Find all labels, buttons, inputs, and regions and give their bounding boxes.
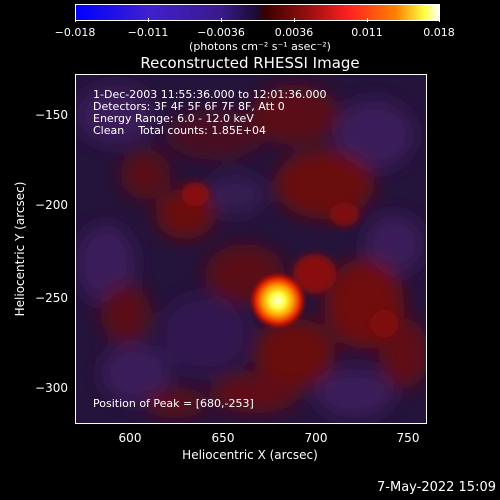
image-title: Reconstructed RHESSI Image (140, 54, 360, 72)
colorbar-tick-mark (75, 18, 76, 22)
info-detectors: Detectors: 3F 4F 5F 6F 7F 8F, Att 0 (93, 100, 285, 113)
colorbar-tick-mark (148, 18, 149, 22)
colorbar-tick-label: 0.018 (423, 26, 455, 39)
colorbar-tick-label: −0.018 (54, 26, 96, 39)
colorbar-tick-mark (221, 18, 222, 22)
info-peak-position: Position of Peak = [680,-253] (93, 397, 254, 410)
x-tick-label: 650 (211, 431, 235, 445)
y-tick-label: −200 (35, 198, 68, 212)
colorbar-tick-mark (439, 18, 440, 22)
colorbar-units: (photons cm⁻² s⁻¹ asec⁻²) (189, 40, 331, 53)
colorbar-tick-label: −0.011 (127, 26, 169, 39)
y-tick-label: −150 (35, 108, 68, 122)
info-clean-counts: Clean Total counts: 1.85E+04 (93, 124, 267, 137)
colorbar-tick-label: 0.0036 (274, 26, 314, 39)
rhessi-image (76, 75, 426, 423)
x-axis-label: Heliocentric X (arcsec) (182, 448, 318, 462)
colorbar-tick-label: −0.0036 (197, 26, 245, 39)
info-time-range: 1-Dec-2003 11:55:36.000 to 12:01:36.000 (93, 88, 327, 101)
y-tick-label: −300 (35, 381, 68, 395)
x-tick-label: 700 (304, 431, 328, 445)
plot-timestamp: 7-May-2022 15:09 (377, 480, 496, 495)
colorbar (75, 4, 440, 21)
colorbar-tick-mark (294, 18, 295, 22)
info-energy-range: Energy Range: 6.0 - 12.0 keV (93, 112, 254, 125)
x-tick-label: 600 (118, 431, 142, 445)
solar-image-panel (75, 74, 427, 424)
colorbar-tick-label: 0.011 (351, 26, 383, 39)
x-tick-label: 750 (396, 431, 420, 445)
colorbar-tick-mark (367, 18, 368, 22)
y-axis-label: Heliocentric Y (arcsec) (13, 181, 27, 317)
y-tick-label: −250 (35, 291, 68, 305)
